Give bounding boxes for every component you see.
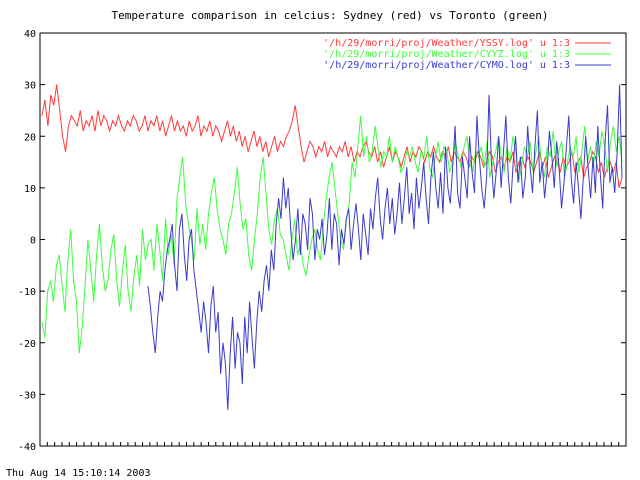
y-tick-label: 0	[30, 236, 36, 247]
x-axis	[39, 442, 627, 446]
series-line-3	[147, 84, 623, 410]
y-tick-label: 30	[24, 81, 36, 92]
y-tick-label: -30	[18, 390, 36, 401]
legend-label: '/h/29/morri/proj/Weather/CYMO.log' u 1:…	[323, 60, 570, 71]
plot-frame	[39, 32, 627, 447]
y-tick-label: -10	[18, 287, 36, 298]
legend-label: '/h/29/morri/proj/Weather/YSSY.log' u 1:…	[323, 38, 570, 49]
series-layer	[41, 84, 623, 410]
chart-title: Temperature comparison in celcius: Sydne…	[111, 9, 548, 22]
series-line-2	[41, 115, 623, 354]
y-tick-label: 40	[24, 29, 36, 40]
legend: '/h/29/morri/proj/Weather/YSSY.log' u 1:…	[323, 38, 611, 71]
series-line-1	[41, 84, 623, 189]
y-tick-label: -20	[18, 339, 36, 350]
y-axis: -40 -30 -20 -10 0 10 20 30 40	[18, 29, 626, 453]
legend-label: '/h/29/morri/proj/Weather/CYYZ.log' u 1:…	[323, 49, 570, 60]
y-tick-label: 20	[24, 132, 36, 143]
y-tick-label: -40	[18, 442, 36, 453]
y-tick-label: 10	[24, 184, 36, 195]
footer-timestamp: Thu Aug 14 15:10:14 2003	[6, 468, 151, 479]
